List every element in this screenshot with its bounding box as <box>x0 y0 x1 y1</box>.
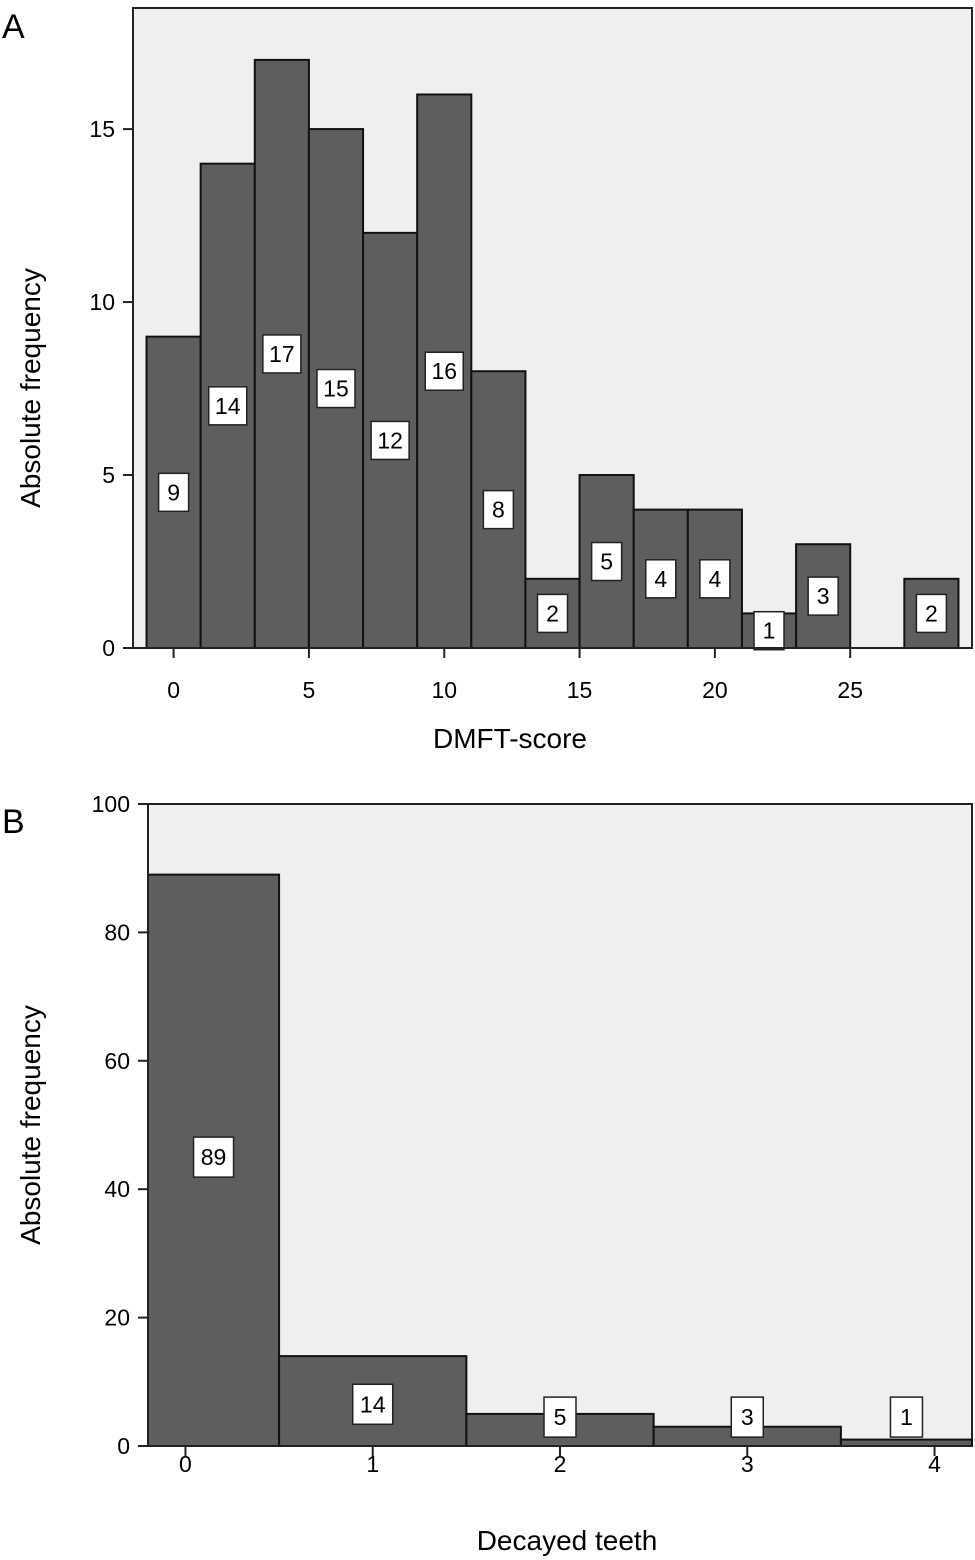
data-label: 14 <box>215 393 241 419</box>
data-label-box <box>316 368 356 409</box>
x-tick-label: 0 <box>167 677 180 703</box>
y-tick-label: 5 <box>102 462 115 488</box>
data-label: 4 <box>654 566 667 592</box>
data-label-box <box>262 334 302 374</box>
x-tick-label: 10 <box>431 677 457 703</box>
data-label-box <box>482 489 515 530</box>
data-label-box <box>192 1136 235 1178</box>
data-label-box <box>351 1383 394 1426</box>
data-label-box <box>915 593 948 634</box>
y-axis-title: Absolute frequency <box>15 1005 46 1245</box>
data-label-box <box>807 576 839 616</box>
data-label: 1 <box>763 618 776 644</box>
x-tick-label: 0 <box>179 1451 192 1477</box>
y-tick-label: 15 <box>89 116 115 142</box>
data-label: 4 <box>708 566 721 592</box>
panel-letter: B <box>2 803 25 841</box>
data-label-box <box>699 559 731 599</box>
x-tick-label: 4 <box>928 1451 941 1477</box>
x-tick-label: 1 <box>366 1451 379 1477</box>
x-tick-label: 5 <box>303 677 316 703</box>
x-tick-label: 3 <box>741 1451 754 1477</box>
data-label: 2 <box>925 600 938 626</box>
y-tick-label: 80 <box>104 919 130 945</box>
data-label-box <box>645 559 677 599</box>
x-tick-label: 20 <box>702 677 728 703</box>
data-label-box <box>424 351 464 391</box>
x-axis-title: DMFT-score <box>433 723 587 754</box>
panel-b: B 0 20 40 60 80 100 0 1 2 3 4 89 14 5 3 1 Decayed teeth Ab… <box>2 791 974 1556</box>
data-label: 16 <box>431 358 457 384</box>
data-label-box <box>207 386 248 426</box>
data-label: 9 <box>167 479 180 505</box>
data-label-box <box>590 541 623 582</box>
data-label: 8 <box>492 497 505 523</box>
data-label: 17 <box>269 341 295 367</box>
data-label: 12 <box>377 427 403 453</box>
y-tick-label: 20 <box>104 1305 130 1331</box>
data-label-box <box>889 1396 924 1438</box>
y-tick-label: 60 <box>104 1048 130 1074</box>
y-tick-label: 0 <box>117 1433 130 1459</box>
y-tick-label: 0 <box>102 635 115 661</box>
y-tick-label: 40 <box>104 1176 130 1202</box>
data-label-box <box>370 420 410 461</box>
data-label: 2 <box>546 600 559 626</box>
data-label-box <box>157 472 190 513</box>
data-label: 1 <box>900 1404 913 1430</box>
data-label-box <box>543 1396 577 1438</box>
x-tick-label: 2 <box>554 1451 567 1477</box>
data-label-box <box>753 610 785 651</box>
data-label: 3 <box>741 1404 754 1430</box>
y-tick-label: 10 <box>89 289 115 315</box>
x-tick-label: 15 <box>567 677 593 703</box>
data-label: 14 <box>360 1391 386 1417</box>
x-axis-title: Decayed teeth <box>477 1525 658 1556</box>
data-label: 3 <box>817 583 830 609</box>
x-tick-label: 25 <box>837 677 863 703</box>
data-label: 15 <box>323 376 349 402</box>
data-label: 5 <box>600 549 613 575</box>
panel-letter: A <box>2 8 25 46</box>
data-label-box <box>536 593 569 634</box>
data-label: 5 <box>554 1404 567 1430</box>
y-tick-label: 100 <box>92 791 130 817</box>
data-label: 89 <box>201 1144 227 1170</box>
y-axis-title: Absolute frequency <box>15 268 46 508</box>
data-label-box <box>730 1396 765 1438</box>
